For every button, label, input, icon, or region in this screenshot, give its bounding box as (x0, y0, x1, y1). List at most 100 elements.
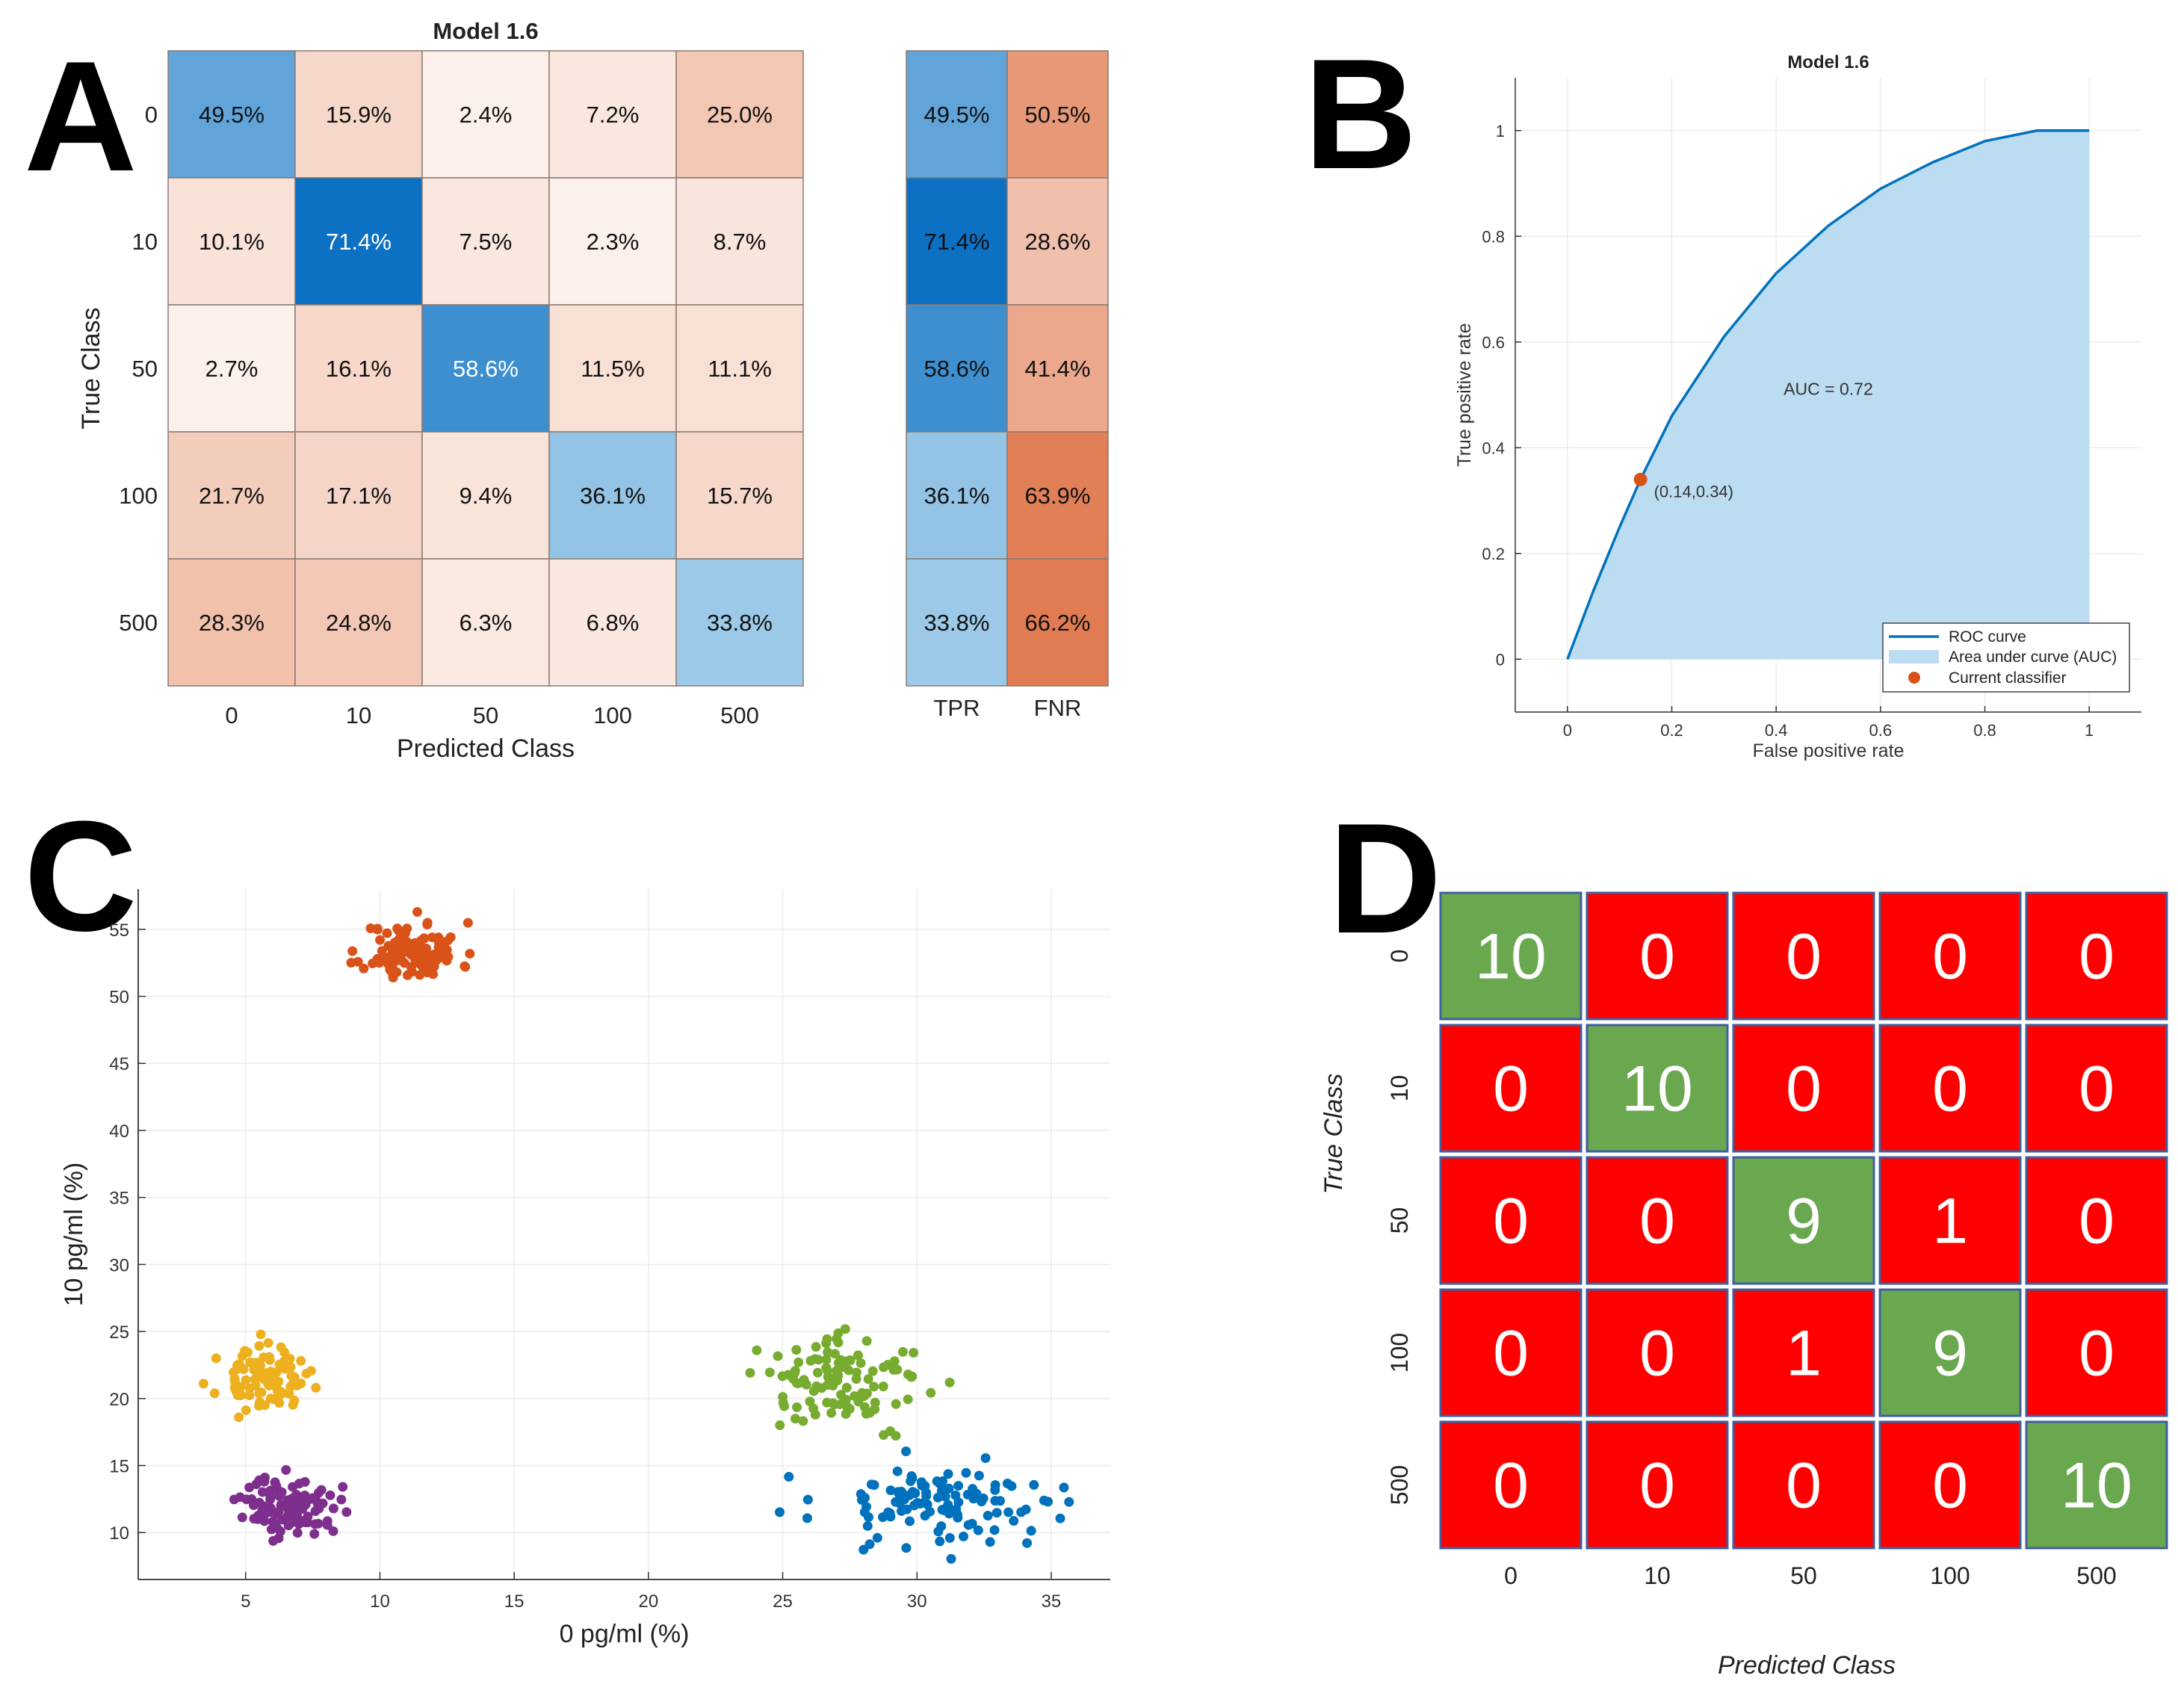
scatter-point (953, 1497, 964, 1508)
predicted-class-tick-label: 50 (473, 702, 498, 728)
x-tick-label: 35 (1042, 1591, 1062, 1612)
scatter-point (241, 1375, 251, 1385)
x-tick-label: 25 (773, 1591, 793, 1612)
matrix-cell (421, 558, 550, 687)
scatter-point (230, 1381, 241, 1392)
scatter-point (784, 1472, 794, 1482)
tpr-cell (906, 50, 1008, 179)
count-cell-label: 0 (1639, 921, 1675, 993)
x-tick-label: 30 (907, 1591, 927, 1612)
scatter-point (263, 1337, 273, 1348)
scatter-point (811, 1381, 822, 1391)
scatter-point (823, 1380, 833, 1390)
scatter-point (870, 1404, 880, 1414)
scatter-point (1064, 1497, 1074, 1507)
matrix-cell-label: 11.1% (708, 356, 772, 382)
fnr-cell-label: 50.5% (1025, 102, 1091, 128)
y-tick-label: 30 (109, 1255, 129, 1275)
count-cell (1439, 1288, 1583, 1417)
x-tick-label: 0 (1563, 721, 1572, 740)
count-cell (1878, 1156, 2022, 1285)
count-cell-label: 0 (1786, 1053, 1822, 1125)
scatter-point (891, 1431, 901, 1441)
matrix-cell-label: 71.4% (326, 229, 392, 255)
scatter-point (793, 1357, 804, 1367)
scatter-point (859, 1402, 870, 1412)
matrix-cell-label: 15.7% (707, 483, 773, 509)
scatter-point (439, 937, 450, 947)
scatter-point (943, 1469, 953, 1479)
scatter-point (412, 907, 423, 918)
count-cell (1878, 1420, 2022, 1550)
scatter-point (328, 1526, 338, 1536)
scatter-point (872, 1532, 882, 1543)
matrix-cell-label: 7.2% (587, 102, 640, 128)
y-tick-label: 15 (109, 1456, 129, 1476)
scatter-point (991, 1508, 1002, 1518)
scatter-point (285, 1353, 295, 1364)
count-cell-label: 0 (1932, 1450, 1968, 1522)
scatter-point (856, 1358, 866, 1368)
current-classifier-label: (0.14,0.34) (1654, 483, 1733, 501)
count-cell (1732, 1156, 1875, 1285)
matrix-cell-label: 58.6% (453, 356, 519, 382)
x-tick-label: 20 (638, 1591, 658, 1612)
count-cell-label: 0 (1493, 1053, 1529, 1125)
y-tick-label: 1 (1496, 122, 1505, 140)
count-cell (2025, 891, 2168, 1021)
matrix-cell-label: 33.8% (707, 610, 773, 636)
scatter-point (411, 952, 421, 962)
scatter-point (264, 1486, 275, 1497)
matrix-cell (421, 177, 550, 306)
scatter-point (861, 1336, 872, 1346)
scatter-point (338, 1482, 348, 1492)
scatter-point (238, 1364, 249, 1375)
count-cell-label: 0 (1786, 921, 1822, 993)
fnr-cell (1006, 304, 1109, 433)
scatter-point (402, 923, 412, 934)
scatter-point (946, 1553, 956, 1564)
scatter-point (974, 1470, 984, 1481)
x-tick-label: 0.4 (1765, 721, 1788, 740)
scatter-point (841, 1394, 851, 1405)
matrix-cell-label: 6.3% (460, 610, 513, 636)
fnr-cell-label: 63.9% (1025, 483, 1091, 509)
scatter-point (313, 1488, 324, 1498)
scatter-point (802, 1494, 813, 1505)
scatter-point (273, 1376, 284, 1387)
scatter-point (869, 1381, 879, 1392)
scatter-point (745, 1367, 755, 1378)
scatter-point (375, 935, 386, 945)
scatter-point (406, 966, 417, 977)
scatter-point (353, 956, 363, 967)
y-tick-label: 40 (109, 1121, 129, 1142)
predicted-class-tick-label: 0 (1504, 1562, 1518, 1589)
scatter-point (462, 918, 473, 928)
count-cell-label: 0 (1639, 1186, 1675, 1257)
true-class-tick-label: 100 (119, 483, 158, 509)
scatter-point (314, 1503, 324, 1514)
scatter-point (268, 1535, 279, 1546)
matrix-cell (548, 304, 677, 433)
scatter-point (833, 1337, 844, 1348)
count-cell-label: 10 (1621, 1053, 1693, 1125)
count-cell (1878, 1024, 2022, 1153)
panel-b-xlabel: False positive rate (1753, 740, 1905, 761)
scatter-point (985, 1537, 995, 1547)
y-tick-label: 0.2 (1482, 545, 1505, 563)
count-cell (1585, 1288, 1729, 1417)
scatter-point (1059, 1482, 1069, 1493)
scatter-point (862, 1520, 873, 1531)
matrix-cell-label: 2.3% (587, 229, 640, 255)
count-cell (1732, 1024, 1875, 1153)
scatter-point (961, 1467, 971, 1478)
panel-a-confusion-matrix: Model 1.6 49.5% 15.9% 2.4% 7.2% 25.0% 0 10.1% 71… (77, 18, 1109, 763)
scatter-point (211, 1353, 221, 1364)
count-cell (1439, 1156, 1583, 1285)
count-cell-label: 0 (1932, 1053, 1968, 1125)
count-cell-label: 0 (2079, 921, 2114, 993)
tpr-cell-label: 58.6% (924, 356, 990, 382)
true-class-tick-label: 0 (1386, 950, 1413, 963)
scatter-point (289, 1395, 300, 1405)
scatter-point (309, 1529, 320, 1539)
